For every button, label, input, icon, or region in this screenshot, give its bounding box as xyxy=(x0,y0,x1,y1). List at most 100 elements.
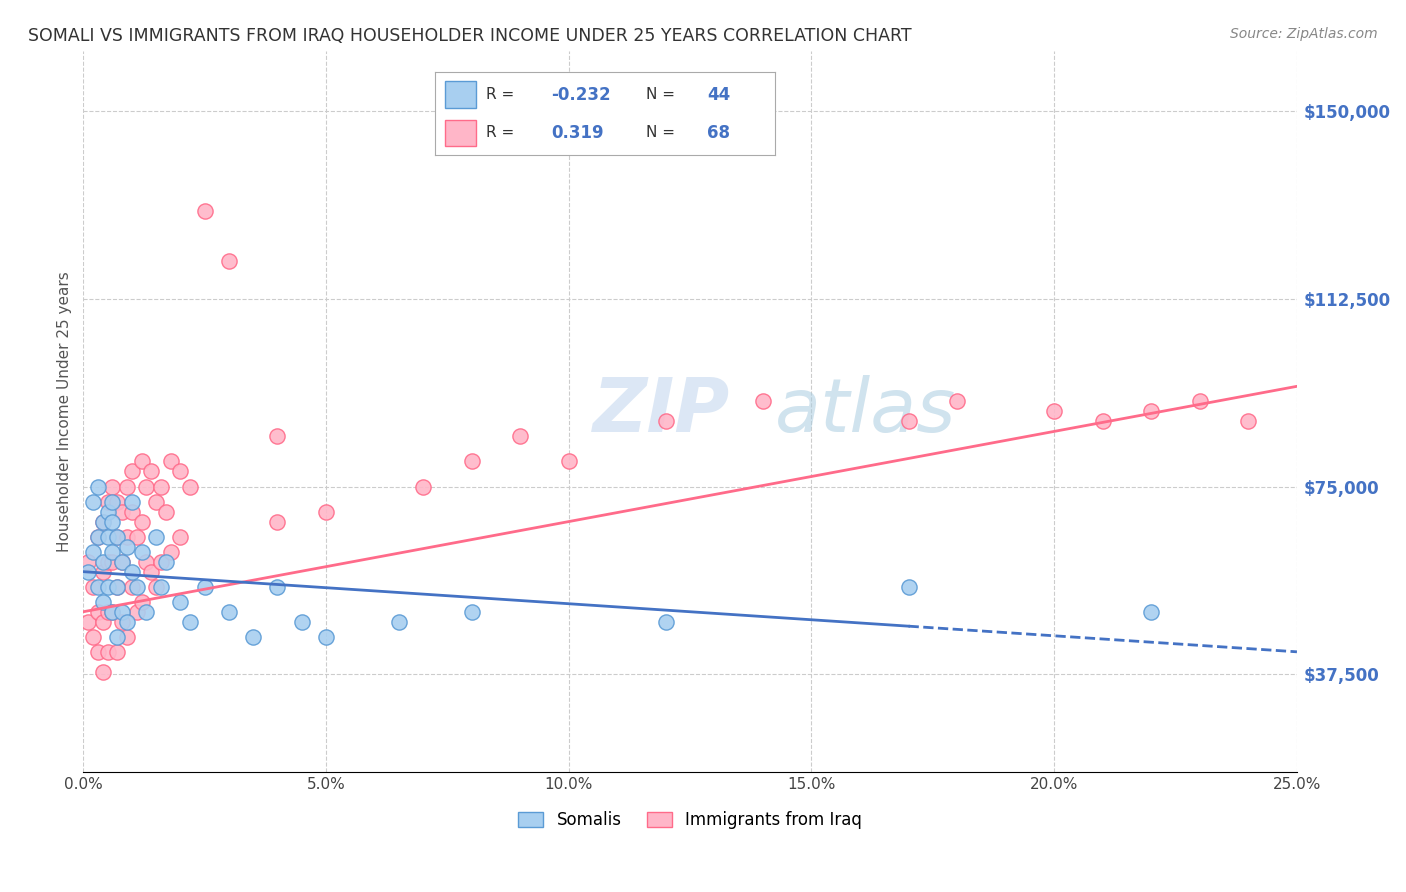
Point xyxy=(115,530,138,544)
Point xyxy=(82,544,104,558)
Point xyxy=(412,479,434,493)
Point xyxy=(82,580,104,594)
Point xyxy=(169,530,191,544)
Point xyxy=(135,605,157,619)
Point xyxy=(101,605,124,619)
Point xyxy=(101,479,124,493)
Point xyxy=(460,454,482,468)
Point xyxy=(460,605,482,619)
Point xyxy=(101,555,124,569)
Y-axis label: Householder Income Under 25 years: Householder Income Under 25 years xyxy=(58,271,72,552)
Point xyxy=(752,394,775,409)
Point xyxy=(1237,414,1260,428)
Point xyxy=(242,630,264,644)
Point xyxy=(179,479,201,493)
Point xyxy=(121,580,143,594)
Point xyxy=(388,615,411,629)
Point xyxy=(266,515,288,529)
Point xyxy=(149,580,172,594)
Point xyxy=(97,580,120,594)
Point xyxy=(105,645,128,659)
Point xyxy=(111,605,134,619)
Point xyxy=(1091,414,1114,428)
Point xyxy=(125,530,148,544)
Point xyxy=(655,615,678,629)
Point xyxy=(315,504,337,518)
Point xyxy=(135,555,157,569)
Point xyxy=(558,454,581,468)
Legend: Somalis, Immigrants from Iraq: Somalis, Immigrants from Iraq xyxy=(512,805,869,836)
Point xyxy=(77,555,100,569)
Point xyxy=(135,479,157,493)
Point xyxy=(218,605,240,619)
Point xyxy=(125,605,148,619)
Point xyxy=(105,494,128,508)
Point xyxy=(87,530,110,544)
Point xyxy=(115,540,138,554)
Point xyxy=(91,515,114,529)
Point xyxy=(131,595,153,609)
Point xyxy=(87,479,110,493)
Point xyxy=(91,515,114,529)
Point xyxy=(131,544,153,558)
Point xyxy=(125,580,148,594)
Point xyxy=(897,580,920,594)
Point xyxy=(97,494,120,508)
Text: atlas: atlas xyxy=(775,376,956,448)
Point xyxy=(141,565,163,579)
Point xyxy=(155,555,177,569)
Text: SOMALI VS IMMIGRANTS FROM IRAQ HOUSEHOLDER INCOME UNDER 25 YEARS CORRELATION CHA: SOMALI VS IMMIGRANTS FROM IRAQ HOUSEHOLD… xyxy=(28,27,911,45)
Point xyxy=(87,580,110,594)
Point xyxy=(159,544,181,558)
Point xyxy=(946,394,969,409)
Point xyxy=(131,515,153,529)
Point xyxy=(101,544,124,558)
Point xyxy=(897,414,920,428)
Point xyxy=(1140,605,1163,619)
Point xyxy=(169,595,191,609)
Point xyxy=(145,494,167,508)
Point xyxy=(169,465,191,479)
Point xyxy=(105,630,128,644)
Text: ZIP: ZIP xyxy=(593,375,730,448)
Point xyxy=(1188,394,1211,409)
Point xyxy=(194,204,217,219)
Point xyxy=(87,605,110,619)
Point xyxy=(91,665,114,679)
Point xyxy=(91,615,114,629)
Point xyxy=(121,565,143,579)
Point xyxy=(97,530,120,544)
Point xyxy=(77,615,100,629)
Point xyxy=(509,429,531,443)
Point xyxy=(145,580,167,594)
Point xyxy=(91,555,114,569)
Point xyxy=(115,615,138,629)
Point xyxy=(97,605,120,619)
Point xyxy=(194,580,217,594)
Point xyxy=(97,645,120,659)
Point xyxy=(105,530,128,544)
Point xyxy=(91,565,114,579)
Point xyxy=(105,580,128,594)
Point xyxy=(266,429,288,443)
Point xyxy=(101,515,124,529)
Point xyxy=(149,479,172,493)
Point xyxy=(115,479,138,493)
Point xyxy=(291,615,314,629)
Text: Source: ZipAtlas.com: Source: ZipAtlas.com xyxy=(1230,27,1378,41)
Point xyxy=(87,645,110,659)
Point xyxy=(149,555,172,569)
Point xyxy=(82,494,104,508)
Point xyxy=(1043,404,1066,418)
Point xyxy=(1140,404,1163,418)
Point xyxy=(266,580,288,594)
Point xyxy=(315,630,337,644)
Point xyxy=(141,465,163,479)
Point xyxy=(121,494,143,508)
Point xyxy=(155,504,177,518)
Point xyxy=(105,530,128,544)
Point xyxy=(101,494,124,508)
Point xyxy=(111,615,134,629)
Point xyxy=(97,504,120,518)
Point xyxy=(115,630,138,644)
